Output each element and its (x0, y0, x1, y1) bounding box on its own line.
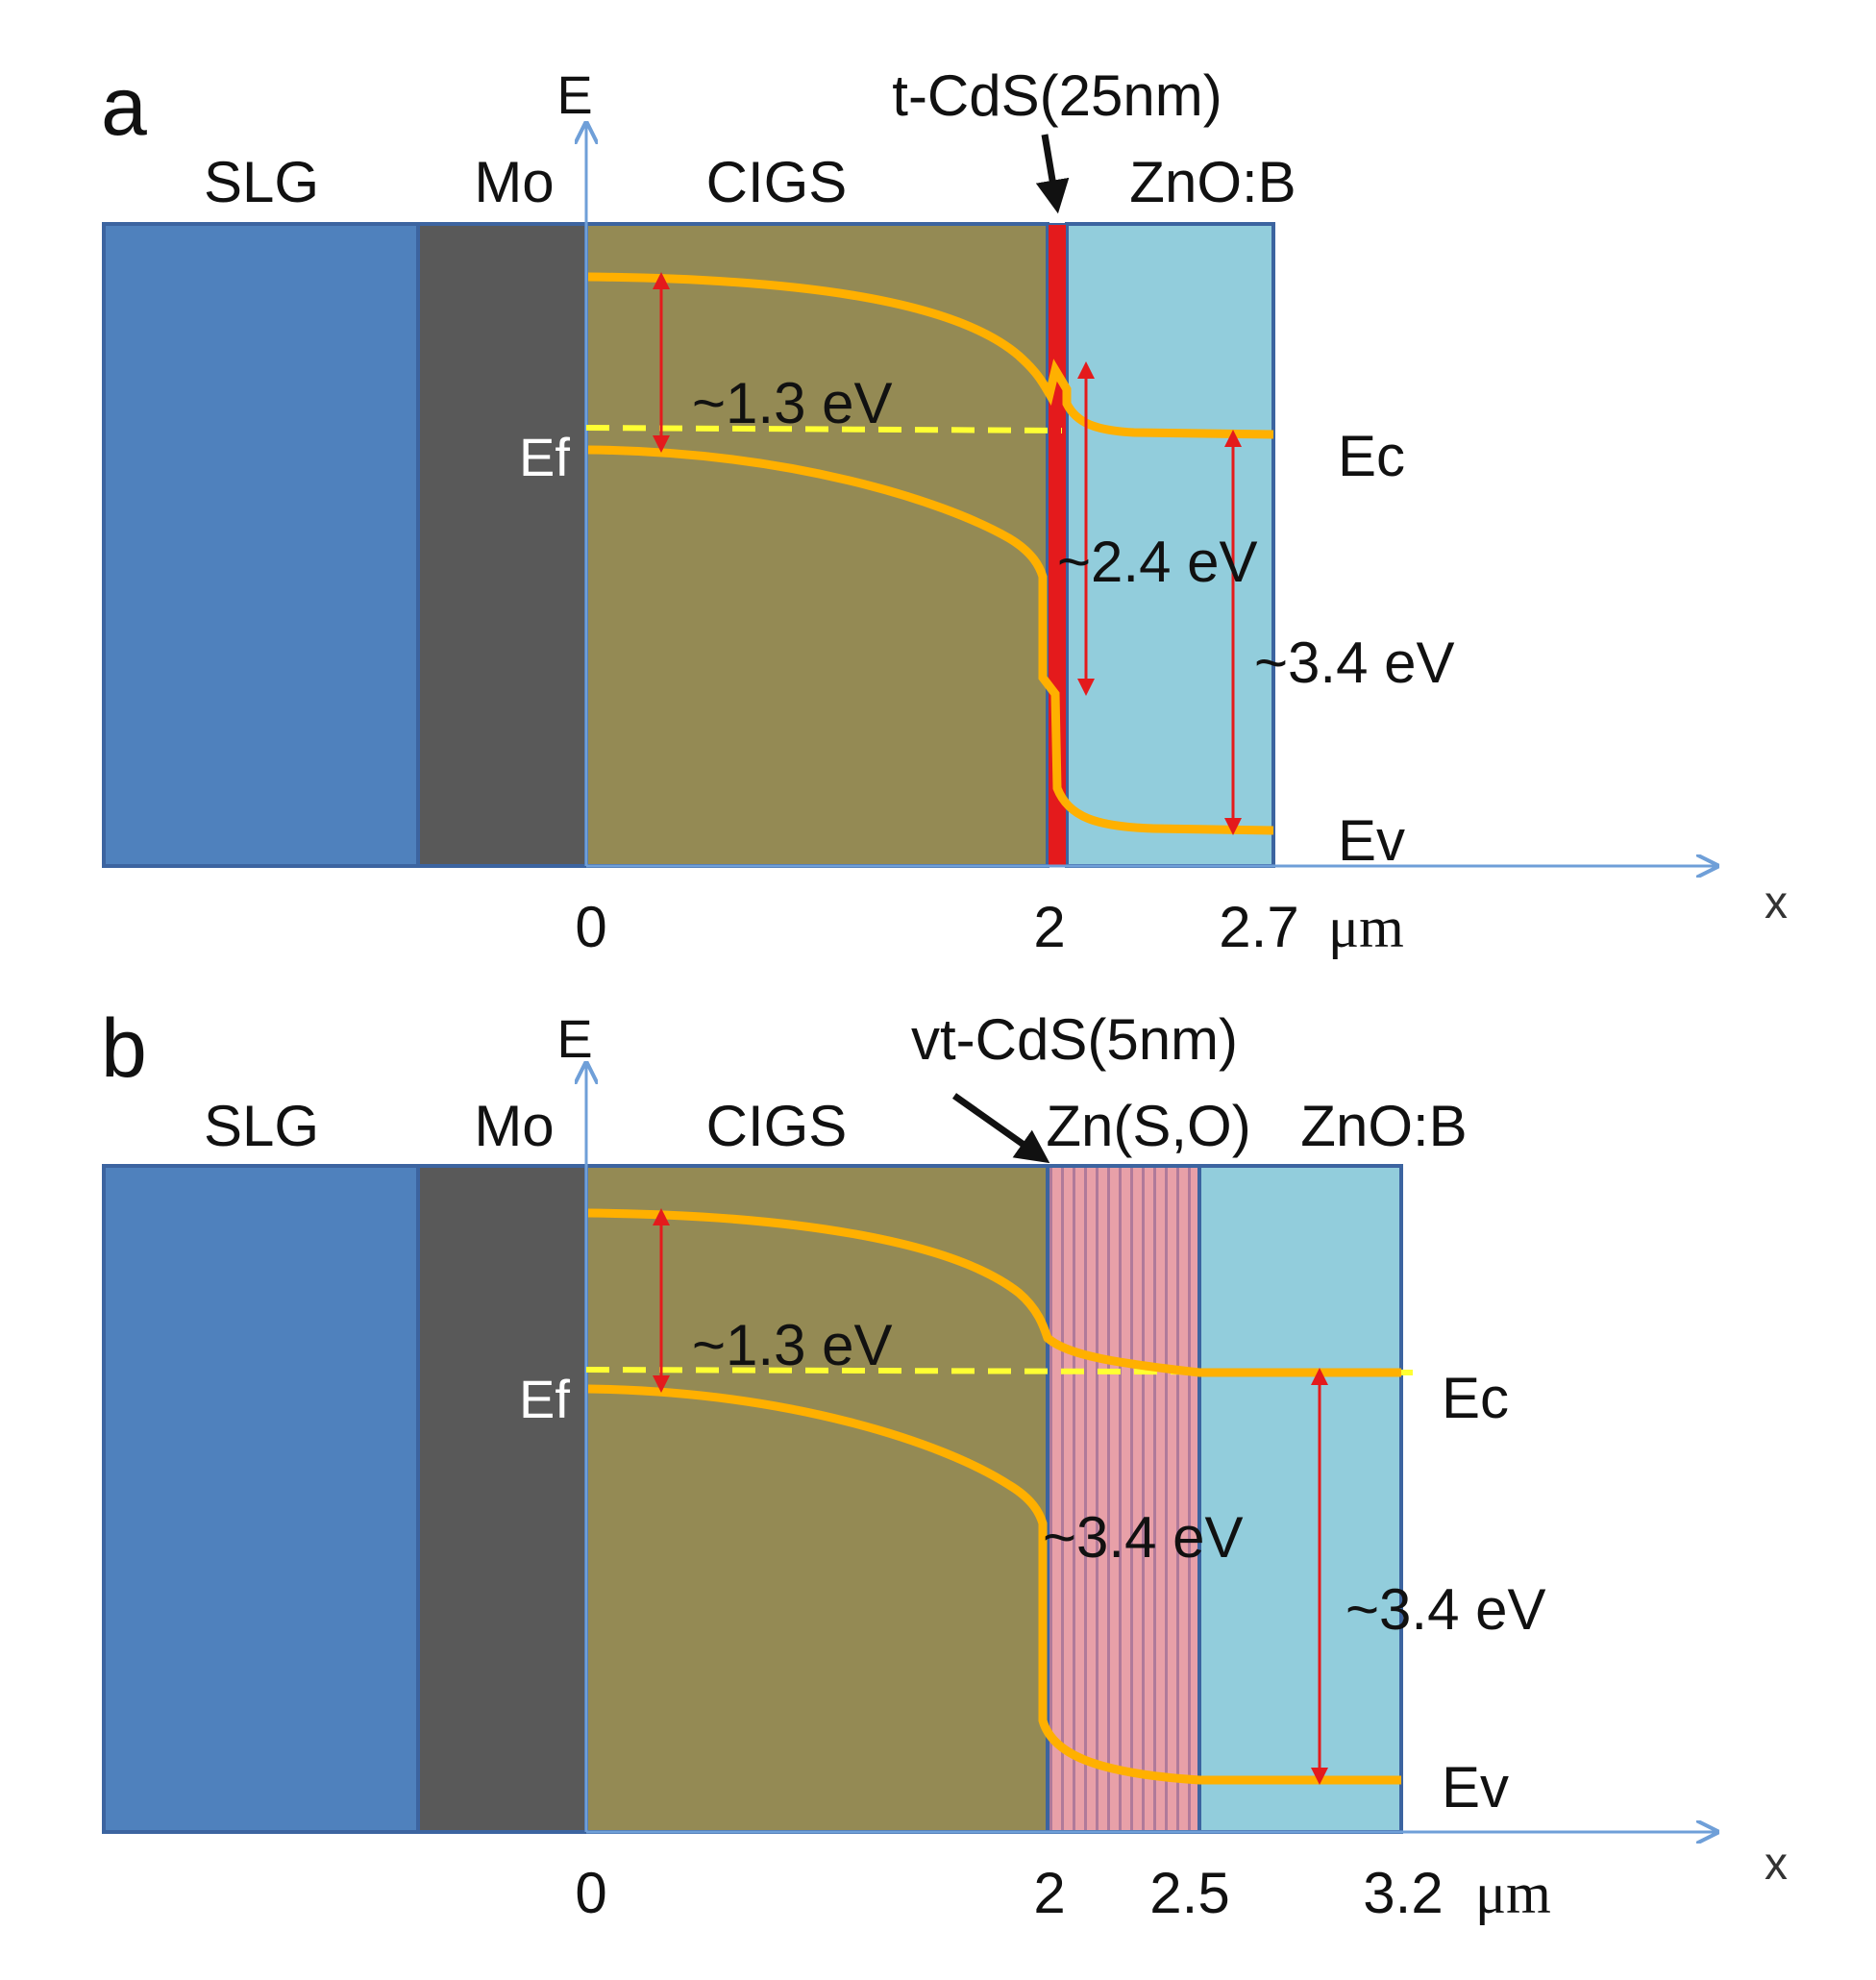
panel-b-cds-callout: vt-CdS(5nm) (911, 1007, 1238, 1072)
panel-a-cigs-gap-label: ~1.3 eV (692, 371, 893, 435)
panel-a-ec-label: Ec (1338, 424, 1405, 488)
panel-b-slg-layer (102, 1164, 420, 1834)
panel-b-callout-arrow (951, 1093, 1050, 1164)
panel-a-cigs-label: CIGS (706, 150, 848, 214)
panel-a: a SLG Mo CIGS ZnO:B t-CdS(25nm) E x 0 2 … (101, 61, 1788, 959)
panel-b-ev-label: Ev (1442, 1755, 1509, 1819)
panel-b-znso-label: Zn(S,O) (1046, 1094, 1250, 1158)
panel-b-ec-label: Ec (1442, 1366, 1509, 1430)
panel-a-window-gap-label: ~3.4 eV (1254, 631, 1455, 695)
panel-a-mo-layer (416, 222, 588, 868)
panel-b-tick-2: 2 (1033, 1861, 1065, 1925)
panel-a-position-axis-label: x (1765, 878, 1788, 928)
panel-b-tick-3-2: 3.2 (1363, 1861, 1443, 1925)
panel-b-valence-band (587, 1384, 1401, 1785)
panel-a-slg-layer (102, 222, 420, 868)
panel-b-slg-label: SLG (204, 1094, 319, 1158)
panel-b-energy-axis-label: E (556, 1008, 592, 1069)
panel-b-tick-2-5: 2.5 (1149, 1861, 1229, 1925)
panel-a-unit: μm (1328, 896, 1404, 959)
panel-a-letter: a (101, 61, 147, 153)
panel-a-slg-label: SLG (204, 150, 319, 214)
panel-b-fermi-level (585, 1367, 1414, 1375)
panel-b-cigs-gap-label: ~1.3 eV (692, 1313, 893, 1377)
panel-a-ef-label: Ef (519, 427, 570, 487)
panel-a-ev-label: Ev (1338, 808, 1405, 873)
panel-a-valence-band (587, 445, 1274, 835)
panel-b-buffer-gap-label: ~3.4 eV (1043, 1505, 1244, 1570)
panel-a-tick-0: 0 (575, 895, 606, 959)
panel-b-mo-layer (416, 1164, 588, 1834)
panel-a-callout-arrow (1035, 134, 1070, 214)
panel-a-cds-callout: t-CdS(25nm) (892, 63, 1222, 128)
panel-b-window-gap-label: ~3.4 eV (1345, 1577, 1546, 1642)
panel-a-tick-2: 2 (1033, 895, 1065, 959)
panel-b-conduction-band (587, 1208, 1401, 1377)
panel-a-tick-2-7: 2.7 (1219, 895, 1298, 959)
panel-b-tick-0: 0 (575, 1861, 606, 1925)
panel-b-mo-label: Mo (474, 1094, 554, 1158)
panel-a-energy-axis-label: E (556, 64, 592, 125)
panel-b-unit: μm (1475, 1862, 1551, 1925)
panel-b: b SLG Mo CIGS Zn(S,O) ZnO:B vt-CdS(5nm) … (101, 1002, 1788, 1925)
panel-b-cigs-label: CIGS (706, 1094, 848, 1158)
panel-a-cigs-layer (584, 222, 1049, 868)
panel-b-zno-layer (1197, 1164, 1403, 1834)
panel-b-ef-label: Ef (519, 1369, 570, 1429)
panel-a-mo-label: Mo (474, 150, 554, 214)
panel-a-zno-label: ZnO:B (1129, 150, 1296, 214)
panel-b-zno-label: ZnO:B (1300, 1094, 1467, 1158)
panel-b-position-axis-label: x (1765, 1839, 1788, 1890)
panel-a-buffer-gap-label: ~2.4 eV (1057, 530, 1258, 594)
panel-b-letter: b (101, 1002, 147, 1095)
panel-b-znso-layer (1046, 1164, 1201, 1834)
